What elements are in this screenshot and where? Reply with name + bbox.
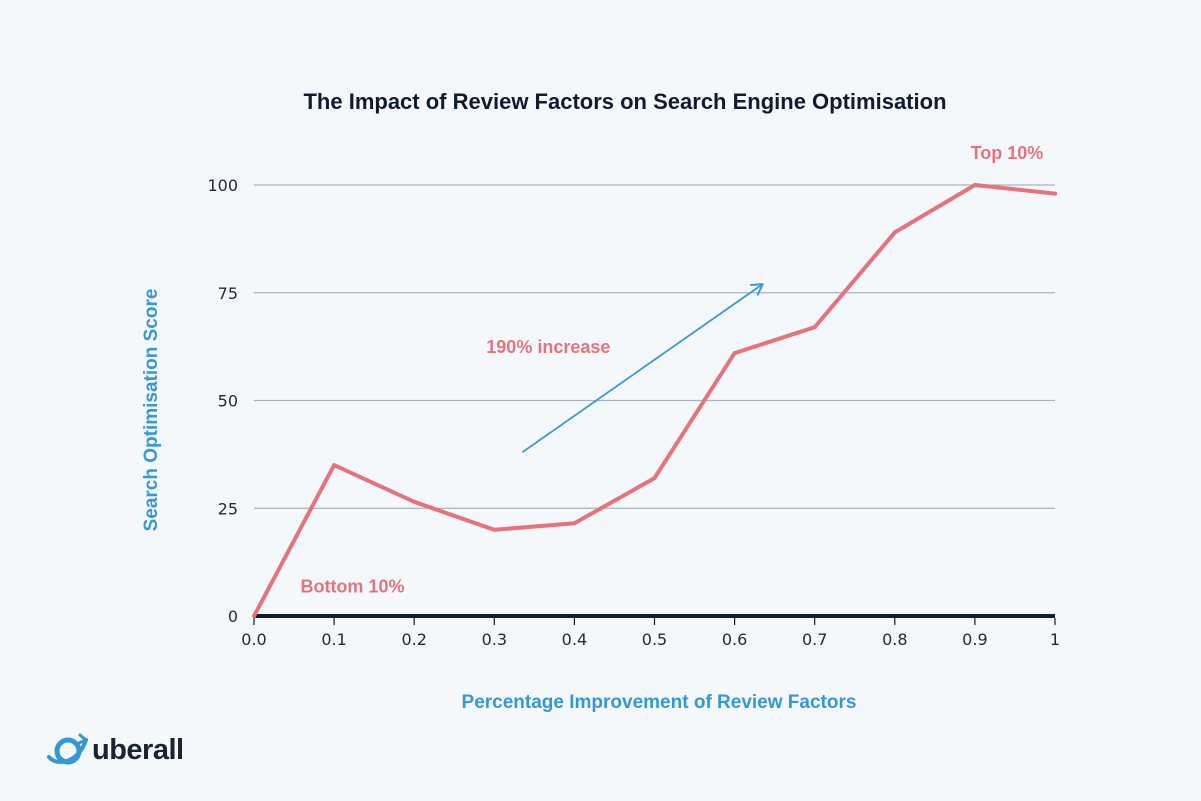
x-tick-label: 0.2	[401, 630, 426, 649]
data-point	[412, 499, 417, 504]
y-axis-ticks: 0 25 50 75 100	[207, 176, 238, 626]
y-tick-label: 25	[218, 499, 238, 518]
data-point	[332, 463, 337, 468]
chart-title: The Impact of Review Factors on Search E…	[303, 89, 946, 114]
y-tick-label: 0	[228, 607, 238, 626]
uberall-logo: uberall	[46, 730, 184, 770]
data-point	[652, 476, 657, 481]
x-axis-label: Percentage Improvement of Review Factors	[462, 692, 857, 713]
data-point	[892, 230, 897, 235]
x-axis-ticks: 0.0 0.1 0.2 0.3 0.4 0.5 0.6 0.7 0.8 0.9 1	[241, 618, 1060, 649]
logo-text: uberall	[92, 734, 184, 766]
globe-planet-icon	[47, 733, 88, 765]
y-tick-label: 100	[207, 176, 238, 195]
trend-arrow	[521, 283, 764, 453]
data-point	[252, 614, 256, 618]
y-tick-label: 75	[218, 284, 238, 303]
series-layer	[252, 183, 1057, 618]
x-tick-label: 0.4	[562, 630, 587, 649]
x-tick-label: 0.8	[882, 630, 907, 649]
y-tick-label: 50	[218, 392, 238, 411]
x-tick-label: 0.1	[321, 630, 346, 649]
x-tick-label: 0.0	[241, 630, 266, 649]
y-axis-label: Search Optimisation Score	[141, 289, 162, 532]
data-point	[572, 521, 577, 526]
annotations: Top 10% Bottom 10% 190% increase	[300, 143, 1043, 596]
data-point	[812, 325, 817, 330]
x-tick-label: 0.6	[722, 630, 747, 649]
x-tick-label: 0.7	[802, 630, 827, 649]
annotation-label: 190% increase	[486, 337, 610, 357]
x-tick-label: 1	[1050, 630, 1060, 649]
grid-lines	[254, 184, 1055, 509]
data-point	[492, 527, 497, 532]
data-point	[732, 351, 737, 356]
annotation-label: Bottom 10%	[300, 576, 404, 596]
x-tick-label: 0.3	[482, 630, 507, 649]
x-tick-label: 0.5	[642, 630, 667, 649]
data-point	[972, 183, 977, 187]
data-point	[1053, 191, 1057, 196]
annotation-label: Top 10%	[971, 143, 1044, 163]
x-tick-label: 0.9	[962, 630, 987, 649]
